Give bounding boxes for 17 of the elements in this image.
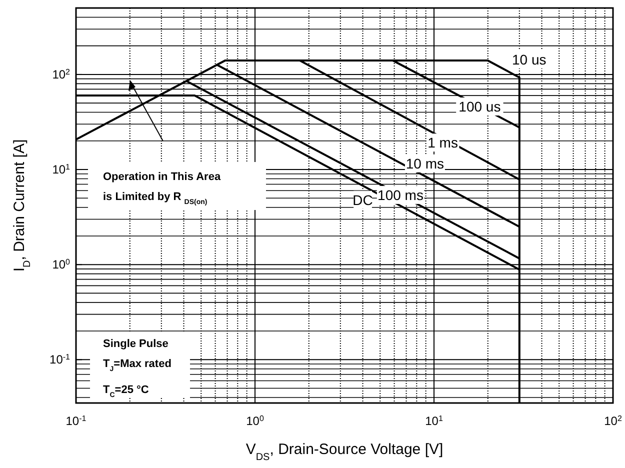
y-tick-label: 10$^{2}$ — [52, 66, 71, 82]
text: Single Pulse T$_{J}$=Max rated T$_{C}$=25 °C — [103, 338, 172, 398]
annotation: 100 us — [458, 98, 501, 115]
annotation: 1 ms — [428, 134, 458, 151]
annotation: Operation in This Area is Limited by R $_{DS(on)}$ — [103, 171, 222, 206]
y-tick-label: 10$^{-1}$ — [50, 352, 71, 367]
annotation: DC — [352, 192, 373, 208]
x-tick-label: 10$^{2}$ — [604, 414, 622, 428]
x-axis-title: V$_{DS}$, Drain-Source Voltage [V] — [246, 441, 444, 462]
y-tick-label: 10$^{0}$ — [52, 257, 71, 272]
annotation: 10 us — [512, 51, 546, 68]
y-tick-label: 10$^{1}$ — [52, 162, 71, 177]
annotation: 100 ms — [378, 186, 424, 203]
x-tick-label: 10$^{-1}$ — [66, 414, 87, 428]
x-tick-label: 10$^{1}$ — [425, 414, 444, 428]
annotation: 10 ms — [406, 155, 444, 172]
x-tick-label: 10$^{0}$ — [246, 414, 264, 428]
